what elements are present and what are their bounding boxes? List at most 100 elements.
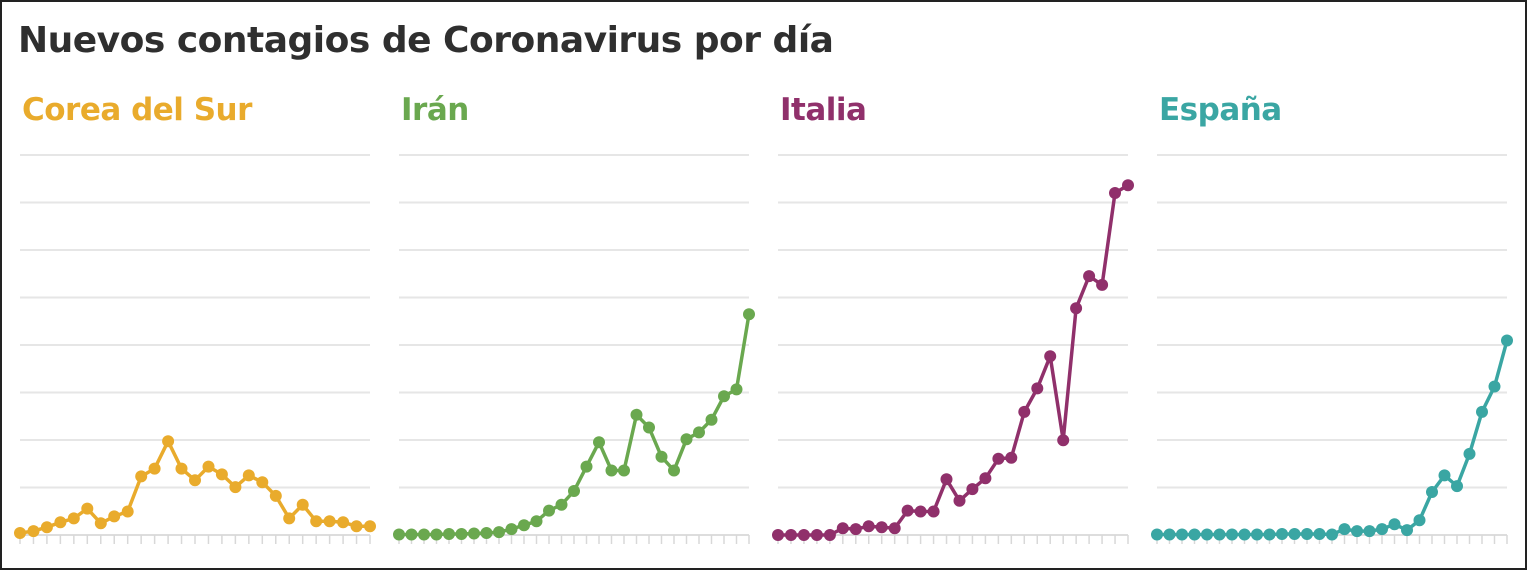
data-point — [283, 512, 296, 525]
data-point — [202, 460, 215, 473]
panel-iran — [393, 154, 755, 544]
data-point — [862, 520, 875, 533]
data-point — [888, 522, 901, 535]
data-point — [618, 464, 630, 477]
data-point — [914, 505, 927, 518]
data-point — [229, 481, 242, 494]
data-point — [54, 516, 67, 529]
data-point — [1426, 486, 1438, 498]
data-point — [443, 528, 455, 540]
data-point — [730, 383, 743, 396]
data-point — [580, 460, 593, 473]
data-point — [927, 505, 940, 518]
data-point — [772, 529, 784, 541]
data-point — [323, 515, 336, 528]
series-line-espana — [1157, 340, 1509, 537]
data-point — [1005, 451, 1018, 464]
data-point — [630, 408, 643, 421]
data-point — [643, 421, 655, 434]
data-point — [14, 527, 26, 539]
data-point — [350, 520, 363, 533]
data-point — [1122, 179, 1134, 192]
data-point — [337, 516, 350, 529]
data-point — [189, 474, 201, 487]
data-point — [256, 476, 269, 489]
series-line-iran — [399, 313, 751, 537]
data-point — [430, 528, 443, 541]
data-point — [680, 433, 693, 446]
data-point — [605, 464, 618, 477]
data-point — [1083, 270, 1096, 283]
series-line-italia — [778, 183, 1129, 537]
data-point — [1176, 528, 1188, 541]
data-point — [480, 527, 493, 539]
data-point — [1476, 405, 1488, 418]
data-point — [1188, 528, 1201, 541]
data-point — [593, 436, 605, 449]
data-point — [901, 504, 914, 517]
data-point — [1163, 528, 1176, 541]
data-point — [518, 519, 530, 532]
data-point — [1338, 523, 1351, 536]
data-point — [1070, 302, 1083, 315]
data-point — [953, 494, 966, 507]
data-point — [1151, 528, 1163, 541]
data-point — [67, 512, 80, 525]
data-point — [1018, 405, 1031, 418]
data-point — [1463, 447, 1476, 460]
data-point — [940, 473, 953, 486]
data-point — [1044, 350, 1057, 363]
data-point — [979, 472, 992, 485]
data-point — [1109, 187, 1121, 199]
data-point — [836, 522, 849, 535]
data-point — [1031, 382, 1044, 395]
data-point — [1213, 528, 1226, 541]
data-point — [1351, 525, 1363, 538]
data-point — [1238, 528, 1251, 541]
data-point — [108, 510, 121, 523]
data-point — [1057, 434, 1070, 447]
data-point — [875, 521, 888, 534]
data-point — [1388, 518, 1401, 531]
data-point — [966, 483, 979, 496]
data-point — [296, 498, 309, 511]
data-point — [1288, 528, 1301, 540]
panel-corea — [14, 154, 376, 544]
data-point — [1363, 525, 1376, 538]
data-point — [718, 390, 730, 403]
data-point — [530, 515, 543, 528]
data-point — [135, 470, 148, 483]
data-point — [568, 485, 580, 497]
data-point — [1438, 469, 1451, 482]
data-point — [148, 462, 161, 475]
data-point — [785, 529, 797, 541]
data-point — [405, 528, 418, 541]
data-point — [215, 468, 228, 481]
data-point — [555, 498, 568, 511]
data-point — [797, 529, 810, 541]
data-point — [1401, 524, 1413, 537]
data-point — [269, 489, 282, 502]
data-point — [1096, 278, 1109, 291]
data-point — [1413, 514, 1426, 527]
data-point — [455, 528, 468, 540]
data-point — [121, 505, 134, 518]
data-point — [655, 450, 668, 463]
data-point — [1326, 528, 1338, 541]
data-point — [505, 523, 518, 536]
data-point — [823, 529, 836, 541]
data-point — [543, 504, 555, 517]
panel-italia — [772, 154, 1134, 544]
data-point — [1301, 528, 1313, 540]
data-point — [1276, 528, 1288, 540]
data-point — [364, 520, 376, 533]
chart-title: Nuevos contagios de Coronavirus por día — [18, 20, 834, 61]
data-point — [27, 525, 40, 538]
data-point — [705, 413, 718, 426]
data-point — [1376, 523, 1388, 536]
data-point — [1201, 528, 1213, 541]
data-point — [81, 502, 94, 515]
data-point — [1451, 480, 1463, 493]
data-point — [668, 464, 680, 477]
data-point — [94, 517, 107, 530]
